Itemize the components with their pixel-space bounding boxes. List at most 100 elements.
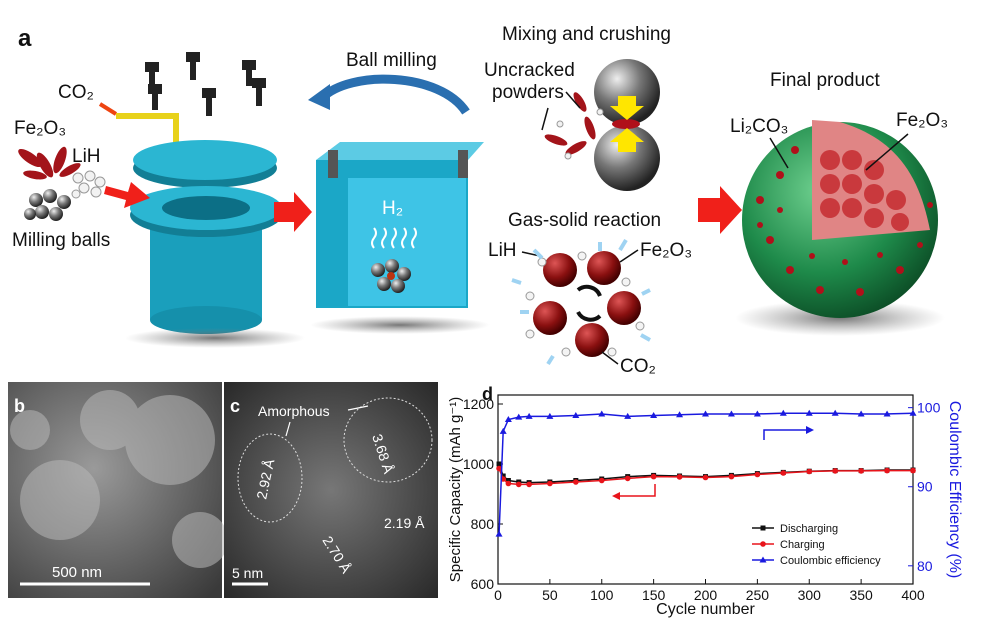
- shape: [564, 152, 572, 160]
- shape: [35, 205, 49, 219]
- shape: [640, 333, 651, 342]
- shape: [621, 277, 631, 287]
- shape: [886, 190, 906, 210]
- legend-label: Discharging: [780, 523, 838, 535]
- series-line: [498, 412, 914, 535]
- data-point: [505, 478, 511, 483]
- data-point: [624, 412, 632, 419]
- data-point: [805, 409, 813, 416]
- y2-tick-label: 90: [917, 479, 933, 495]
- data-point: [806, 468, 813, 475]
- panel-label: a: [18, 25, 32, 52]
- cutaway: [812, 120, 930, 240]
- shape: [856, 288, 864, 296]
- shape: [387, 272, 395, 280]
- gas-pipe: [116, 113, 179, 152]
- shape: [36, 152, 54, 178]
- data-point: [883, 410, 891, 417]
- clamp: [328, 150, 338, 178]
- shape: [927, 202, 933, 208]
- x-tick-label: 150: [642, 587, 666, 603]
- shape: [411, 227, 417, 249]
- shape: [556, 120, 564, 128]
- shape: [397, 267, 411, 281]
- data-point: [728, 473, 735, 480]
- sem-grains: [10, 390, 228, 568]
- particle: [612, 119, 640, 129]
- data-point: [753, 410, 761, 417]
- shape: [635, 321, 645, 331]
- shape: [371, 263, 385, 277]
- uncracked-label: Uncracked: [484, 60, 575, 81]
- co2-label: CO₂: [620, 356, 656, 377]
- shape: [864, 184, 884, 204]
- shape: [546, 354, 555, 366]
- shape: [575, 323, 609, 357]
- shape: [172, 512, 228, 568]
- shape: [90, 186, 102, 198]
- panel-b: b 500 nm: [8, 382, 228, 598]
- shape: [206, 98, 212, 116]
- x-tick-label: 50: [542, 587, 558, 603]
- shape: [511, 278, 522, 285]
- shape: [71, 189, 81, 199]
- data-point: [499, 427, 507, 434]
- panel-label: d: [482, 384, 493, 404]
- data-point: [676, 474, 683, 480]
- y-tick-label: 1000: [463, 456, 494, 472]
- shape: [641, 288, 651, 296]
- x-tick-label: 100: [590, 587, 614, 603]
- shape: [78, 182, 90, 194]
- data-point: [572, 412, 580, 419]
- jar-balls: [371, 259, 411, 293]
- clamp: [458, 150, 468, 178]
- shape: [584, 116, 596, 140]
- data-point: [546, 412, 554, 419]
- gas-waves: [371, 227, 417, 249]
- lid: [133, 140, 277, 180]
- data-point: [547, 480, 553, 487]
- bolts: [145, 52, 266, 116]
- shape: [43, 189, 57, 203]
- y-tick-label: 800: [471, 516, 495, 532]
- shape: [391, 279, 405, 293]
- x-tick-label: 300: [798, 587, 822, 603]
- legend-marker: [760, 525, 766, 531]
- data-point: [505, 480, 512, 487]
- data-point: [910, 467, 916, 474]
- shape: [57, 195, 71, 209]
- x-tick-label: 350: [849, 587, 873, 603]
- legend-label: Charging: [780, 539, 825, 551]
- y-tick-label: 1200: [463, 396, 494, 412]
- grain-outline: [237, 397, 433, 523]
- shape: [776, 171, 784, 179]
- panel-label: b: [14, 396, 25, 416]
- shape: [896, 266, 904, 274]
- reaction-ring: [511, 238, 651, 366]
- shape: [618, 238, 628, 252]
- mixing-label: Mixing and crushing: [502, 24, 671, 45]
- shape: [561, 347, 571, 357]
- shape: [23, 170, 47, 180]
- data-point: [515, 481, 522, 488]
- shape: [237, 433, 303, 523]
- data-point: [496, 461, 502, 467]
- final-label: Final product: [770, 70, 881, 91]
- milling-balls-label: Milling balls: [12, 230, 110, 251]
- li2co3-label: Li₂CO₃: [730, 116, 788, 137]
- shape: [607, 291, 641, 325]
- shape: [20, 460, 100, 540]
- data-point: [525, 412, 533, 419]
- shadow: [125, 328, 305, 348]
- axis-arrow: [763, 429, 806, 440]
- shape: [576, 310, 602, 322]
- shape: [385, 259, 399, 273]
- shape: [791, 146, 799, 154]
- shape: [537, 257, 547, 267]
- shape: [371, 227, 377, 249]
- shape: [820, 174, 840, 194]
- data-point: [702, 410, 709, 417]
- shape: [125, 395, 215, 485]
- data-point: [831, 409, 839, 416]
- data-point: [500, 473, 506, 479]
